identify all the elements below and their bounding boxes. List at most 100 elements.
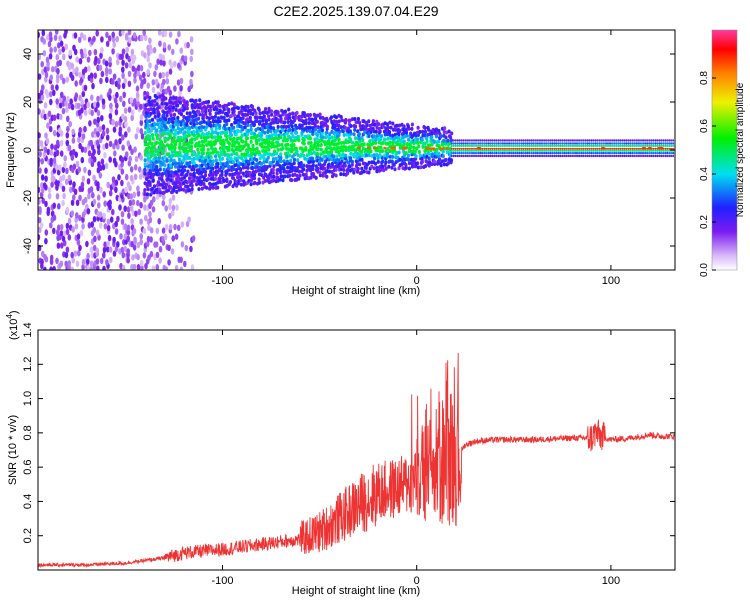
spectrogram-cell <box>526 142 529 145</box>
spectrogram-cell <box>155 133 159 138</box>
spectrogram-cell <box>260 168 264 173</box>
spectrogram-cell <box>615 139 618 142</box>
spectrogram-cell <box>428 160 432 165</box>
spectrogram-cell <box>246 123 250 128</box>
spectrogram-cell <box>625 144 628 148</box>
spectrogram-cell <box>474 154 476 158</box>
spectrogram-cell <box>479 151 482 155</box>
spectrogram-cell <box>68 49 73 56</box>
spectrogram-cell <box>49 266 53 270</box>
spectrogram-cell <box>398 129 402 133</box>
spectrogram-cell <box>586 142 589 145</box>
spectrogram-cell <box>666 151 669 155</box>
spectrogram-cell <box>348 164 352 169</box>
spectrogram-cell <box>169 142 173 147</box>
spectrogram-cell <box>42 50 47 57</box>
spectrogram-cell <box>91 82 95 90</box>
spectrogram-cell <box>314 116 318 121</box>
spectrogram-cell <box>637 142 640 145</box>
spectrogram-cell <box>296 153 300 157</box>
spectrogram-cell <box>38 167 42 174</box>
spectrogram-cell <box>152 107 156 112</box>
spectrogram-cell <box>549 149 552 152</box>
spectrogram-cell <box>118 126 123 133</box>
spectrogram-cell <box>200 124 204 129</box>
spectrogram-cell <box>201 144 205 149</box>
spectrogram-cell <box>280 124 284 129</box>
spectrogram-cell <box>366 142 370 147</box>
spectrogram-cell <box>41 109 45 116</box>
spectrogram-cell <box>559 154 562 158</box>
spectrogram-cell <box>220 152 224 157</box>
spectrogram-cell <box>190 48 194 55</box>
spectrogram-cell <box>582 149 585 152</box>
spectrogram-cell <box>143 142 147 147</box>
spectrogram-cell <box>269 129 273 134</box>
spectrogram-cell <box>218 119 222 124</box>
spectrogram-cell <box>241 162 245 167</box>
snr-multiplier-exp: 4 <box>5 314 14 319</box>
spectrogram-cell <box>499 149 502 152</box>
spectrogram-cell <box>83 196 88 204</box>
spectrogram-cell <box>289 136 293 141</box>
spectrogram-cell <box>633 147 636 150</box>
spectrogram-cell <box>38 206 42 213</box>
spectrogram-cell <box>206 104 210 109</box>
spectrogram-cell <box>172 112 177 117</box>
spectrogram-cell <box>38 217 42 224</box>
spectrogram-cell <box>342 167 346 172</box>
spectrogram-cell <box>130 218 134 225</box>
spectrogram-cell <box>148 37 152 44</box>
spectrogram-cell <box>202 100 206 105</box>
spectrogram-cell <box>255 146 259 151</box>
spectrogram-cell <box>421 144 425 149</box>
spectrogram-cell <box>487 149 490 152</box>
spectrogram-cell <box>648 151 651 155</box>
spectrogram-cell <box>319 143 323 147</box>
spectrogram-cell <box>169 158 173 162</box>
spectrogram-cell <box>105 246 110 253</box>
spectrogram-cell <box>145 119 150 124</box>
spectrogram-cell <box>178 185 182 190</box>
spectrogram-cell <box>246 165 250 170</box>
spectrogram-cell <box>192 167 196 172</box>
spectrogram-cell <box>97 234 101 241</box>
spectrogram-cell <box>658 144 661 148</box>
spectrogram-cell <box>59 96 63 103</box>
spectrogram-cell <box>575 149 577 152</box>
spectrogram-cell <box>155 227 160 234</box>
spectrogram-cell <box>596 154 599 158</box>
spectrogram-cell <box>656 144 659 148</box>
spectrogram-cell <box>355 162 359 167</box>
spectrogram-cell <box>629 154 632 158</box>
spectrogram-cell <box>325 145 330 150</box>
spectrogram-cell <box>592 147 595 150</box>
spectrogram-cell <box>364 120 368 125</box>
spectrogram-cell <box>44 132 48 139</box>
spectrogram-cell <box>565 151 568 155</box>
spectrogram-cell <box>81 175 86 182</box>
spectrogram-cell <box>157 187 161 192</box>
spectrogram-cell <box>520 142 523 145</box>
spectrogram-cell <box>334 173 338 178</box>
spectrogram-cell <box>266 155 270 160</box>
spectrogram-cell <box>301 119 305 124</box>
spectrogram-cell <box>532 147 535 150</box>
spectrogram-cell <box>652 147 655 150</box>
spectrogram-cell <box>108 94 112 101</box>
spectrogram-cell <box>160 127 164 132</box>
spectrogram-cell <box>545 154 548 158</box>
spectrogram-cell <box>121 30 125 36</box>
spectrogram-cell <box>389 125 393 130</box>
spectrogram-cell <box>487 139 490 142</box>
spectrogram-cell <box>108 56 112 63</box>
spectrogram-cell <box>198 143 202 148</box>
spectrogram-cell <box>185 149 190 154</box>
spectrogram-cell <box>307 152 311 157</box>
spectrogram-cell <box>267 114 271 119</box>
spectrogram-cell <box>439 134 443 139</box>
spectrogram-cell <box>230 101 234 106</box>
spectrogram-cell <box>629 151 632 155</box>
spectrogram-cell <box>194 98 198 103</box>
spectrogram-cell <box>57 203 61 210</box>
